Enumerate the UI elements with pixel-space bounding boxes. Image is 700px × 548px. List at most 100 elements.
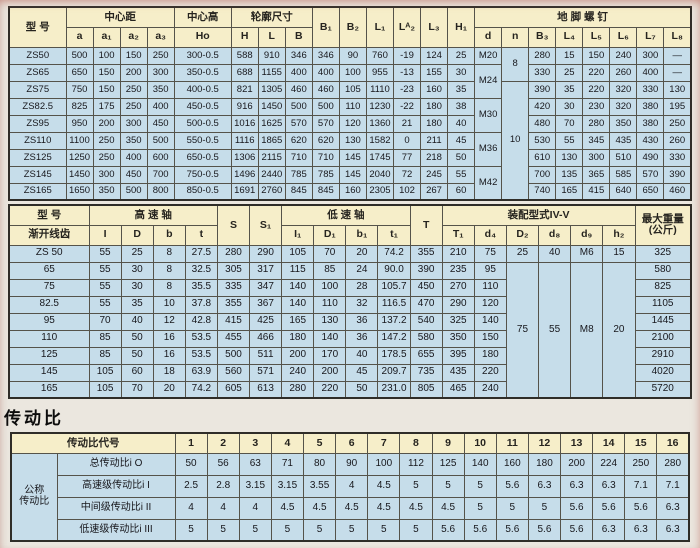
data-cell: 605 xyxy=(216,380,251,399)
header-cell: d₄ xyxy=(473,224,507,246)
data-cell: ZS 50 xyxy=(8,244,90,263)
data-cell: 5.6 xyxy=(559,496,594,520)
data-cell: 620 xyxy=(284,131,313,150)
data-cell: 165 xyxy=(8,380,90,399)
data-cell: 250 xyxy=(119,80,148,99)
header-cell: 中心高 xyxy=(173,6,232,28)
data-cell: 60 xyxy=(447,182,476,201)
data-cell: 75 xyxy=(473,244,507,263)
table-row: 型 号中心距 中心高 轮廓尺寸 B₁ B₂ L₁ Lᴬ₂ L₃ H₁ 地 脚 螺 钉 xyxy=(8,6,692,48)
data-cell: 105.7 xyxy=(377,278,411,297)
data-cell: 150 xyxy=(92,80,121,99)
data-cell: 330 xyxy=(528,63,557,82)
data-cell: 75 xyxy=(8,278,90,297)
data-cell: 850-0.5 xyxy=(173,182,232,201)
header-cell: I xyxy=(88,224,122,246)
data-cell: 350 xyxy=(119,131,148,150)
data-cell: 高速级传动比i I xyxy=(56,474,176,498)
data-cell: 435 xyxy=(609,131,638,150)
data-cell: 70 xyxy=(88,312,122,331)
data-cell: 1650 xyxy=(65,182,94,201)
header-cell: T xyxy=(409,204,443,246)
data-cell: 650 xyxy=(636,182,665,201)
data-cell: 2760 xyxy=(257,182,286,201)
header-cell: n xyxy=(501,26,530,48)
data-cell: 500 xyxy=(119,182,148,201)
data-cell: 218 xyxy=(420,148,449,167)
data-cell: 466 xyxy=(249,329,283,348)
data-cell: 350 xyxy=(609,114,638,133)
data-cell: 224 xyxy=(592,452,626,476)
data-cell: 3.15 xyxy=(238,474,272,498)
data-cell: 455 xyxy=(216,329,251,348)
data-cell: 5 xyxy=(270,518,305,542)
data-cell: 955 xyxy=(365,63,394,82)
data-cell: 550-0.5 xyxy=(173,131,232,150)
data-cell: 1582 xyxy=(365,131,394,150)
data-cell: 600 xyxy=(146,148,175,167)
data-cell: 4.5 xyxy=(302,496,337,520)
data-cell: 160 xyxy=(495,452,529,476)
data-cell: 120 xyxy=(338,114,367,133)
header-cell: 6 xyxy=(335,432,369,454)
data-cell: ZS50 xyxy=(8,46,67,65)
header-cell: Lᴬ₂ xyxy=(392,6,422,48)
data-cell: M20 xyxy=(474,46,503,65)
data-cell: 55 xyxy=(538,261,572,399)
shaft-dimensions-body: ZS 50 55 25 8 27.5 280 290 105 70 20 74.2 355 210 75 2… xyxy=(8,244,692,399)
data-cell: 250 xyxy=(663,114,692,133)
data-cell: ZS125 xyxy=(8,148,67,167)
data-cell: 5 xyxy=(527,496,562,520)
data-cell: 125 xyxy=(431,452,465,476)
data-cell: 350-0.5 xyxy=(173,63,232,82)
data-cell: 4.5 xyxy=(399,496,433,520)
table-row: ZS82.5 825 175 250 400 450-0.5 916 1450 500 500 11… xyxy=(8,97,692,133)
header-cell: 9 xyxy=(431,432,465,454)
data-cell: 320 xyxy=(609,80,638,99)
data-cell: ZS65 xyxy=(8,63,67,82)
data-cell: 425 xyxy=(249,312,283,331)
table-row: 145 105 60 18 63.9 560 571 240 200 45 209.7 735 435 2… xyxy=(8,363,692,382)
header-cell: b xyxy=(152,224,186,246)
data-cell: 50 xyxy=(120,346,154,365)
data-cell: 231.0 xyxy=(377,380,411,399)
data-cell: 8 xyxy=(152,278,186,297)
data-cell: 220 xyxy=(582,63,611,82)
data-cell: 346 xyxy=(284,46,313,65)
header-cell: 型 号 xyxy=(8,204,90,226)
data-cell: 320 xyxy=(609,97,638,116)
data-cell: 4.5 xyxy=(335,496,369,520)
data-cell: 36 xyxy=(345,312,379,331)
data-cell: 124 xyxy=(420,46,449,65)
data-cell: 825 xyxy=(65,97,94,116)
data-cell: 105 xyxy=(88,380,122,399)
header-cell: 3 xyxy=(238,432,272,454)
data-cell: 415 xyxy=(582,182,611,201)
data-cell: 5.6 xyxy=(495,518,529,542)
data-cell: 105 xyxy=(88,363,122,382)
data-cell: 55 xyxy=(555,131,584,150)
table-row: ZS165 1650 350 500 800 850-0.5 1691 2760 845 845 1… xyxy=(8,182,692,201)
data-cell: 2100 xyxy=(634,329,692,348)
data-cell: 16 xyxy=(152,329,186,348)
data-cell: 395 xyxy=(441,346,475,365)
data-cell: 105 xyxy=(338,80,367,99)
data-cell: 5.6 xyxy=(592,496,626,520)
header-cell: 4 xyxy=(270,432,305,454)
table-row: 中间级传动比i II 4 4 4 4.5 4.5 4.5 4.5 4.5 4.5 5 5 5 5.6 5.6… xyxy=(11,496,690,520)
data-cell: 135 xyxy=(555,165,584,184)
data-cell: 4.5 xyxy=(367,496,401,520)
table-row: ZS65 650 150 200 300 350-0.5 688 1155 400 400 100 9… xyxy=(8,63,692,99)
data-cell: 140 xyxy=(463,452,497,476)
data-cell: 80 xyxy=(302,452,337,476)
data-cell: 178.5 xyxy=(377,346,411,365)
data-cell: 0 xyxy=(392,131,422,150)
data-cell: 70 xyxy=(555,114,584,133)
data-cell: 300 xyxy=(146,63,175,82)
data-cell: 588 xyxy=(230,46,259,65)
data-cell: 480 xyxy=(528,114,557,133)
data-cell: 367 xyxy=(249,295,283,314)
data-cell: 710 xyxy=(311,148,340,167)
data-cell: 710 xyxy=(284,148,313,167)
header-cell: 轮廓尺寸 xyxy=(230,6,313,28)
